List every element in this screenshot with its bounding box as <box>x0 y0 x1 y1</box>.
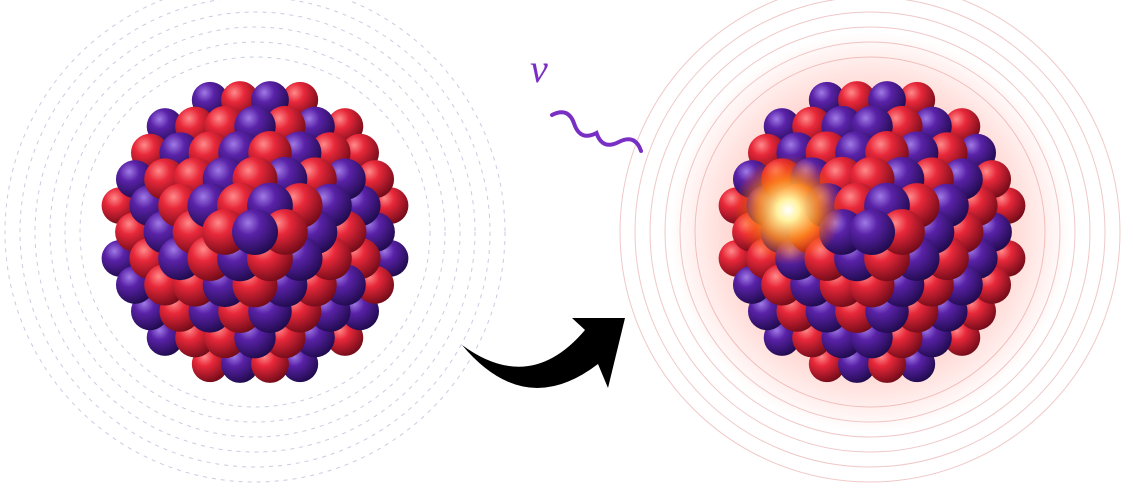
neutrino-wave <box>549 109 643 158</box>
nucleon <box>232 209 278 255</box>
interaction-flash <box>733 155 843 265</box>
nucleus-before <box>102 81 409 383</box>
nucleon <box>849 209 895 255</box>
illustration: ν <box>0 0 1133 490</box>
page: Neutrino interaction with nucleus {"labe… <box>0 0 1133 490</box>
transition-arrow <box>462 318 625 388</box>
neutrino-symbol: ν <box>530 46 548 91</box>
body: ν (() => { const data = JSON.parse(docum… <box>0 0 1133 490</box>
